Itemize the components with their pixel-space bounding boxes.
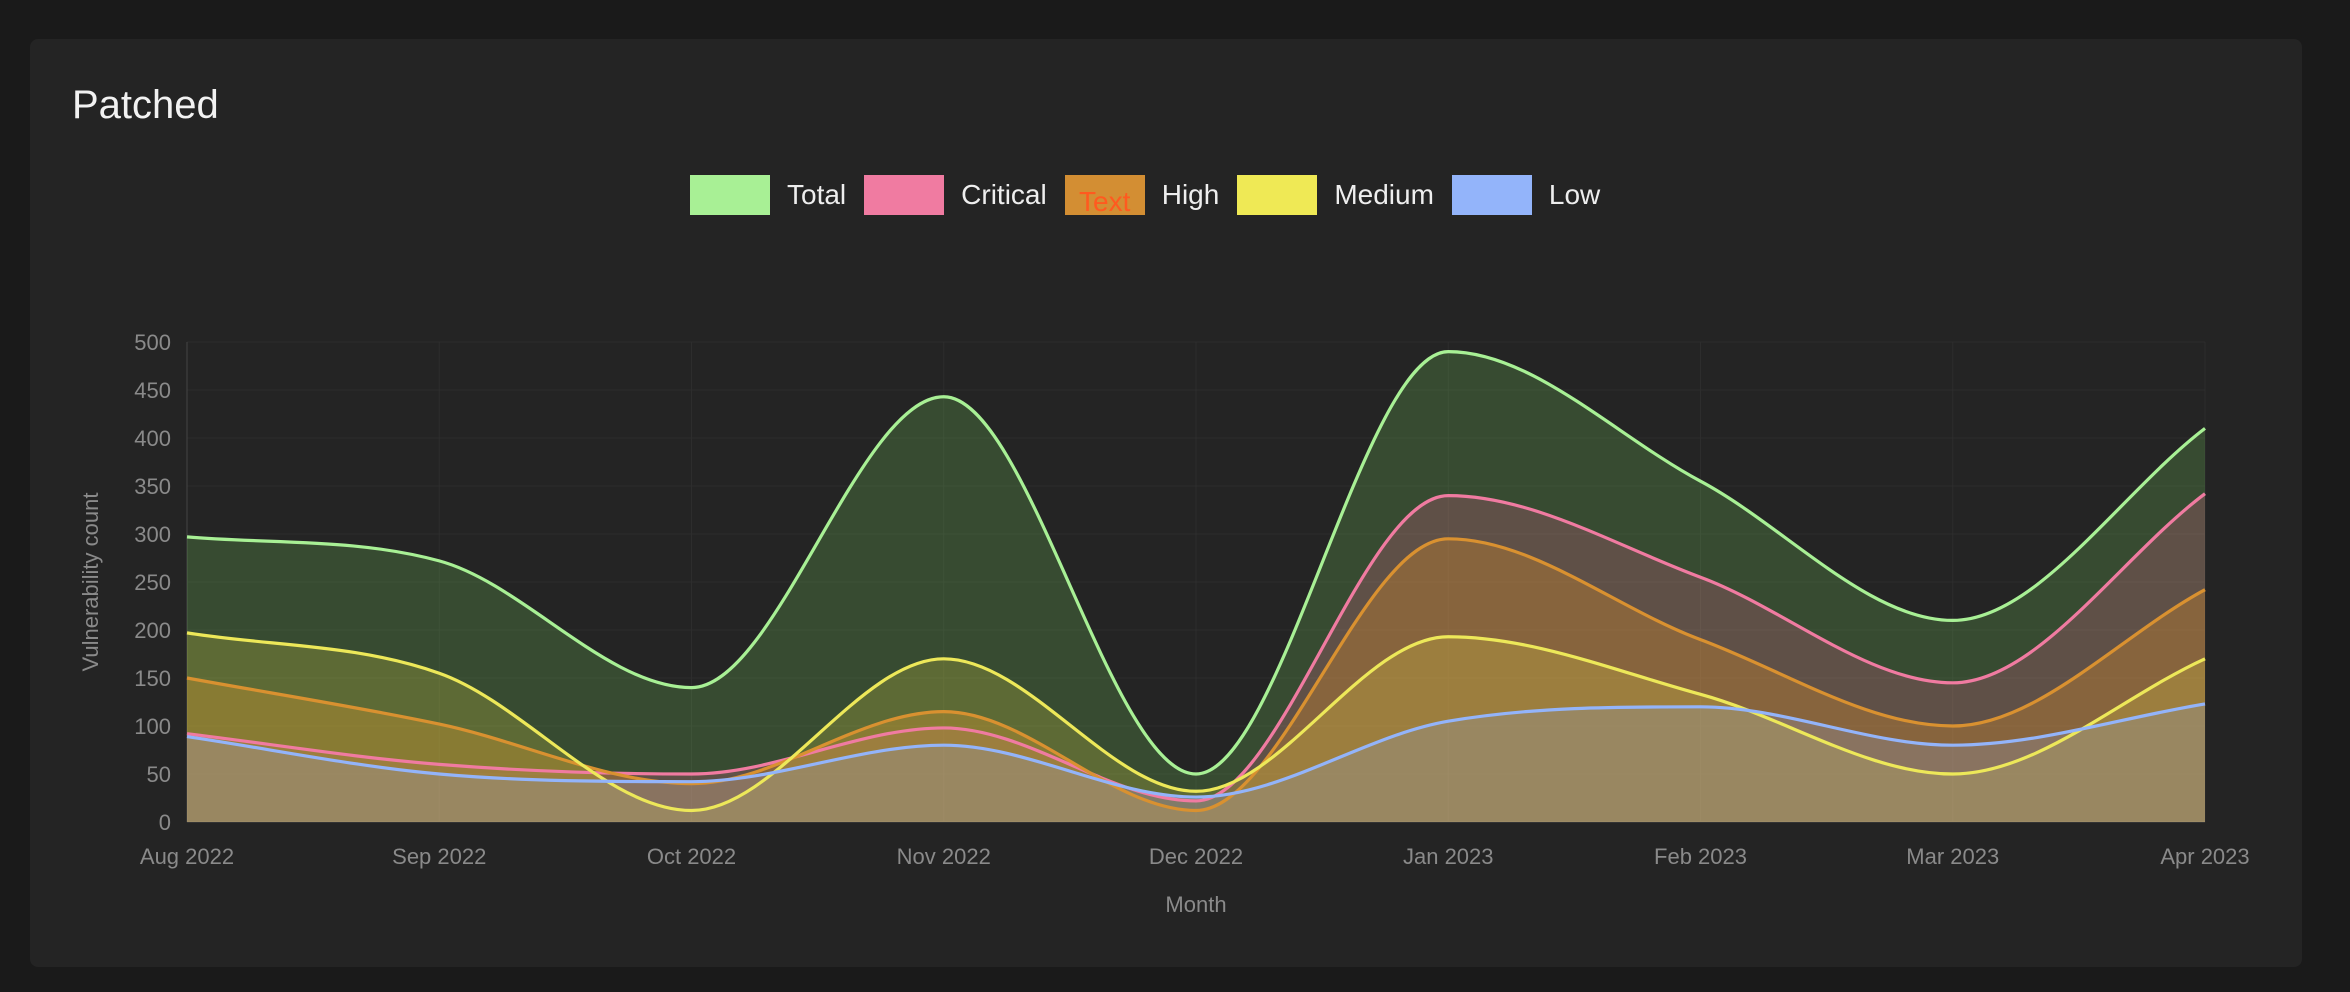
legend-swatch-high: Text (1064, 175, 1145, 217)
chart-grid (186, 341, 2206, 823)
legend-item-medium[interactable]: Medium (1237, 175, 1434, 215)
line-total (186, 350, 2206, 776)
x-tick-label: Jan 2023 (1403, 844, 1494, 869)
legend-label-high: High (1161, 179, 1220, 210)
legend-item-total[interactable]: Total (690, 175, 846, 215)
legend-item-high[interactable]: Text High (1064, 175, 1220, 217)
legend-label-low: Low (1548, 179, 1601, 210)
x-tick-label: Sep 2022 (392, 844, 486, 869)
area-high (187, 538, 2205, 822)
x-tick-label: Mar 2023 (1906, 844, 1999, 869)
legend-swatch-low (1451, 175, 1532, 215)
legend-label-critical: Critical (961, 179, 1047, 210)
legend-item-low[interactable]: Low (1451, 175, 1601, 215)
x-tick-label: Aug 2022 (140, 844, 234, 869)
legend: Total Critical Text High Medium Low (690, 174, 1618, 216)
area-low (187, 703, 2205, 822)
x-tick-label: Dec 2022 (1149, 844, 1243, 869)
legend-label-medium: Medium (1334, 179, 1434, 210)
x-tick-label: Nov 2022 (897, 844, 991, 869)
x-axis-ticks: Aug 2022 Sep 2022 Oct 2022 Nov 2022 Dec 2022… (140, 844, 2250, 869)
y-tick-label: 500 (134, 330, 171, 355)
y-tick-label: 400 (134, 426, 171, 451)
y-tick-label: 150 (134, 666, 171, 691)
legend-swatch-total (690, 175, 770, 215)
card-title: Patched (72, 83, 219, 127)
y-tick-label: 0 (159, 810, 171, 835)
y-tick-label: 200 (134, 618, 171, 643)
line-medium (186, 631, 2206, 813)
area-medium (187, 632, 2205, 822)
series-areas (187, 351, 2205, 822)
y-tick-label: 50 (147, 762, 171, 787)
area-chart: 0 50 100 150 200 250 300 350 400 450 500 Aug 2022 S… (78, 330, 2250, 917)
area-critical (187, 493, 2205, 822)
legend-item-critical[interactable]: Critical (864, 175, 1047, 215)
y-tick-label: 350 (134, 474, 171, 499)
legend-swatch-note: Text (1079, 186, 1131, 217)
line-high (186, 537, 2206, 813)
x-axis-title: Month (1165, 892, 1226, 917)
x-tick-label: Feb 2023 (1654, 844, 1747, 869)
legend-swatch-critical (864, 175, 945, 215)
legend-label-total: Total (787, 179, 847, 210)
legend-swatch-medium (1237, 175, 1318, 215)
y-axis-ticks: 0 50 100 150 200 250 300 350 400 450 500 (134, 330, 171, 835)
y-tick-label: 250 (134, 570, 171, 595)
x-tick-label: Oct 2022 (647, 844, 736, 869)
y-tick-label: 450 (134, 378, 171, 403)
line-critical (186, 492, 2206, 803)
y-tick-label: 300 (134, 522, 171, 547)
line-low (186, 702, 2206, 799)
x-tick-label: Apr 2023 (2160, 844, 2249, 869)
y-tick-label: 100 (134, 714, 171, 739)
y-axis-title: Vulnerability count (78, 493, 103, 672)
chart-card: Patched Total Critical Text High Medium … (30, 39, 2302, 967)
series-lines (186, 350, 2206, 813)
area-total (187, 351, 2205, 822)
